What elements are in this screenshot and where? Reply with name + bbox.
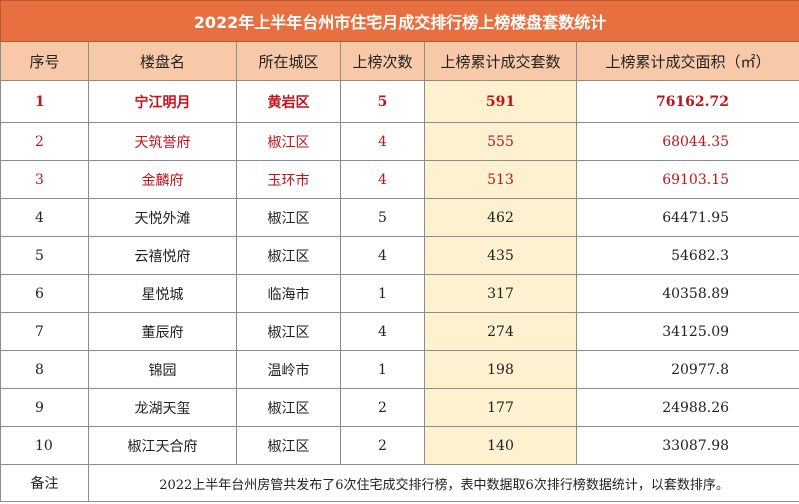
row-times: 1 xyxy=(340,350,425,389)
row-units: 591 xyxy=(424,80,577,123)
row-no: 2 xyxy=(0,122,89,161)
table-row: 5 云禧悦府 椒江区 4 435 54682.3 xyxy=(0,236,799,275)
row-no: 8 xyxy=(0,350,89,389)
row-district: 椒江区 xyxy=(236,312,341,351)
title-row: 2022年上半年台州市住宅月成交排行榜上榜楼盘套数统计 xyxy=(0,0,799,42)
row-district: 椒江区 xyxy=(236,236,341,275)
row-name: 金麟府 xyxy=(88,160,237,199)
row-times: 4 xyxy=(340,160,425,199)
row-times: 5 xyxy=(340,198,425,237)
row-times: 4 xyxy=(340,236,425,275)
row-units: 555 xyxy=(424,122,577,161)
table-row: 4 天悦外滩 椒江区 5 462 64471.95 xyxy=(0,198,799,237)
row-area: 76162.72 xyxy=(575,80,799,123)
row-name: 星悦城 xyxy=(88,274,237,313)
row-name: 天筑誉府 xyxy=(88,122,237,161)
note-row: 备注 2022上半年台州房管共发布了6次住宅成交排行榜，表中数据取6次排行榜数据… xyxy=(0,464,799,502)
row-name: 宁江明月 xyxy=(88,80,237,123)
row-times: 5 xyxy=(340,80,425,123)
row-units: 462 xyxy=(424,198,577,237)
row-name: 云禧悦府 xyxy=(88,236,237,275)
table-row: 9 龙湖天玺 椒江区 2 177 24988.26 xyxy=(0,388,799,427)
row-times: 4 xyxy=(340,122,425,161)
row-district: 温岭市 xyxy=(236,350,341,389)
header-row: 序号 楼盘名 所在城区 上榜次数 上榜累计成交套数 上榜累计成交面积（㎡） xyxy=(0,41,799,81)
table-row: 1 宁江明月 黄岩区 5 591 76162.72 xyxy=(0,80,799,123)
row-no: 10 xyxy=(0,426,89,465)
row-name: 锦园 xyxy=(88,350,237,389)
row-name: 椒江天合府 xyxy=(88,426,237,465)
row-name: 天悦外滩 xyxy=(88,198,237,237)
row-name: 董辰府 xyxy=(88,312,237,351)
row-no: 4 xyxy=(0,198,89,237)
header-district: 所在城区 xyxy=(236,41,341,81)
row-district: 椒江区 xyxy=(236,426,341,465)
row-times: 4 xyxy=(340,312,425,351)
row-area: 20977.8 xyxy=(575,350,799,389)
row-area: 24988.26 xyxy=(575,388,799,427)
table-title: 2022年上半年台州市住宅月成交排行榜上榜楼盘套数统计 xyxy=(0,0,799,42)
row-times: 2 xyxy=(340,388,425,427)
row-units: 317 xyxy=(424,274,577,313)
table-row: 3 金麟府 玉环市 4 513 69103.15 xyxy=(0,160,799,199)
row-no: 7 xyxy=(0,312,89,351)
table-row: 10 椒江天合府 椒江区 2 140 33087.98 xyxy=(0,426,799,465)
row-no: 5 xyxy=(0,236,89,275)
row-area: 33087.98 xyxy=(575,426,799,465)
row-area: 54682.3 xyxy=(575,236,799,275)
row-no: 1 xyxy=(0,80,89,123)
row-district: 玉环市 xyxy=(236,160,341,199)
row-district: 黄岩区 xyxy=(236,80,341,123)
row-times: 1 xyxy=(340,274,425,313)
header-units: 上榜累计成交套数 xyxy=(424,41,577,81)
row-units: 274 xyxy=(424,312,577,351)
row-no: 6 xyxy=(0,274,89,313)
row-district: 椒江区 xyxy=(236,388,341,427)
header-no: 序号 xyxy=(0,41,89,81)
table-row: 8 锦园 温岭市 1 198 20977.8 xyxy=(0,350,799,389)
row-area: 69103.15 xyxy=(575,160,799,199)
header-times: 上榜次数 xyxy=(340,41,425,81)
row-district: 椒江区 xyxy=(236,122,341,161)
row-no: 3 xyxy=(0,160,89,199)
header-name: 楼盘名 xyxy=(88,41,237,81)
header-area: 上榜累计成交面积（㎡） xyxy=(575,41,799,81)
table-row: 7 董辰府 椒江区 4 274 34125.09 xyxy=(0,312,799,351)
row-area: 64471.95 xyxy=(575,198,799,237)
row-district: 临海市 xyxy=(236,274,341,313)
row-district: 椒江区 xyxy=(236,198,341,237)
row-units: 198 xyxy=(424,350,577,389)
row-area: 34125.09 xyxy=(575,312,799,351)
row-units: 140 xyxy=(424,426,577,465)
row-units: 435 xyxy=(424,236,577,275)
table-row: 6 星悦城 临海市 1 317 40358.89 xyxy=(0,274,799,313)
row-area: 68044.35 xyxy=(575,122,799,161)
row-area: 40358.89 xyxy=(575,274,799,313)
row-units: 513 xyxy=(424,160,577,199)
table-row: 2 天筑誉府 椒江区 4 555 68044.35 xyxy=(0,122,799,161)
row-name: 龙湖天玺 xyxy=(88,388,237,427)
note-text: 2022上半年台州房管共发布了6次住宅成交排行榜，表中数据取6次排行榜数据统计，… xyxy=(87,464,799,502)
note-label: 备注 xyxy=(0,464,89,502)
row-units: 177 xyxy=(424,388,577,427)
row-no: 9 xyxy=(0,388,89,427)
row-times: 2 xyxy=(340,426,425,465)
